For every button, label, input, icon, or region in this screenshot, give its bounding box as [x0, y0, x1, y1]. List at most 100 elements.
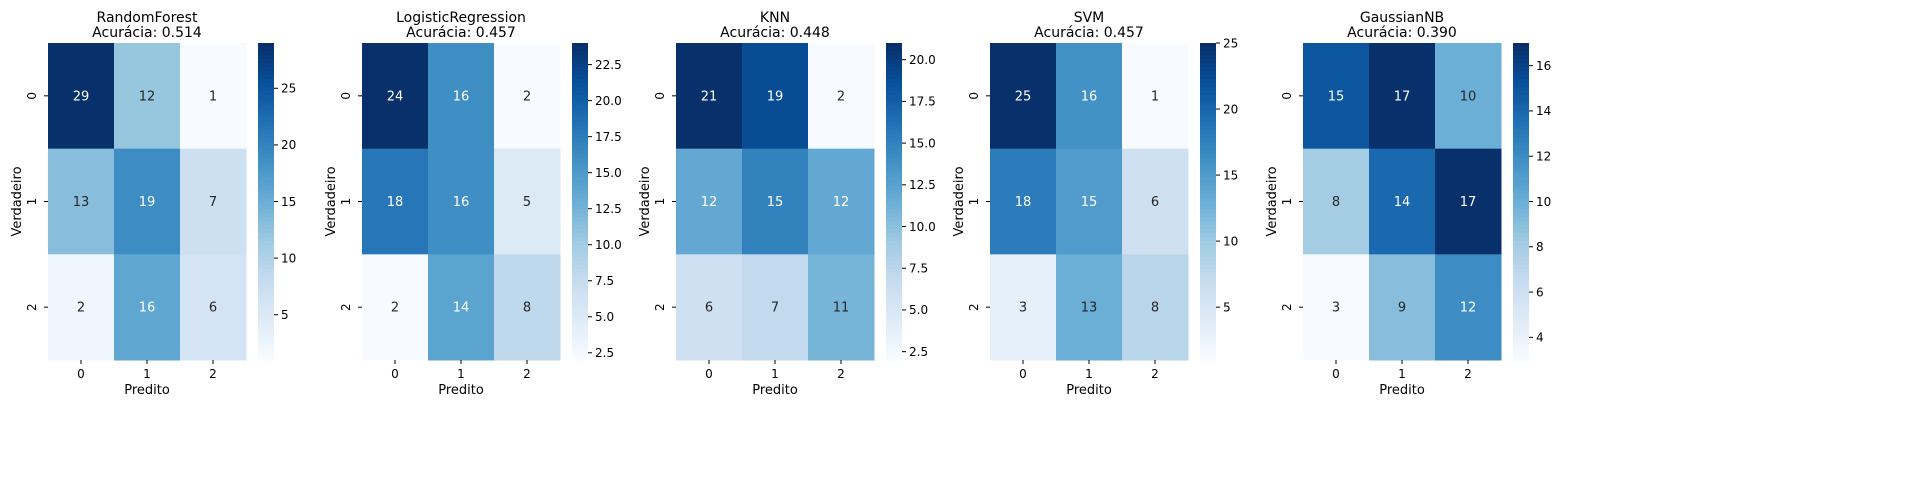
heatmap-title: LogisticRegression: [396, 10, 526, 26]
colorbar-strip: [1200, 332, 1216, 337]
colorbar-strip: [1513, 118, 1529, 123]
colorbar-strip: [886, 106, 902, 111]
colorbar-strip: [572, 126, 588, 131]
colorbar-strip: [258, 340, 274, 345]
heatmap-cell: [742, 148, 809, 255]
colorbar-strip: [258, 256, 274, 262]
colorbar-strip: [1200, 58, 1216, 64]
colorbar-strip: [886, 66, 902, 72]
colorbar-strip: [886, 316, 902, 321]
colorbar-tick-label: 2.5: [909, 345, 928, 359]
cell-value-label: 24: [387, 89, 404, 104]
colorbar: 2.5 5.0 7.5 10.0 12.5 15.0 17.5 20.0: [886, 43, 936, 361]
colorbar-strip: [1200, 189, 1216, 195]
colorbar-strip: [886, 173, 902, 179]
colorbar-strip: [1513, 94, 1529, 100]
colorbar-strip: [1513, 324, 1529, 329]
colorbar-tick-label: 8: [1536, 240, 1544, 254]
colorbar-strip: [572, 102, 588, 107]
cell-value-label: 18: [387, 195, 404, 210]
colorbar-strip: [1513, 130, 1529, 135]
colorbar-strip: [572, 344, 588, 349]
colorbar-strip: [886, 102, 902, 107]
colorbar-strip: [258, 189, 274, 195]
colorbar-strip: [1513, 340, 1529, 345]
colorbar-tick-label: 12.5: [595, 202, 622, 216]
colorbar-strip: [886, 352, 902, 357]
colorbar-strip: [572, 284, 588, 290]
colorbar-strip: [258, 62, 274, 68]
colorbar-strip: [1200, 66, 1216, 72]
heatmap-cell: [1435, 43, 1502, 150]
colorbar-strip: [1200, 249, 1216, 254]
colorbar: 4 6 8 10 12 14 16: [1513, 43, 1551, 361]
colorbar-strip: [1200, 217, 1216, 222]
heatmap-cell: [428, 148, 495, 255]
colorbar-tick-label: 7.5: [909, 262, 928, 276]
colorbar-strip: [572, 324, 588, 329]
y-axis-label: Verdadeiro: [638, 166, 653, 236]
colorbar-strip: [1200, 260, 1216, 266]
x-tick-label: 2: [1464, 367, 1472, 381]
colorbar-tick-label: 20: [1223, 102, 1238, 116]
colorbar-strip: [1200, 50, 1216, 56]
colorbar-strip: [1513, 320, 1529, 325]
colorbar-strip: [258, 153, 274, 159]
colorbar-strip: [572, 217, 588, 222]
colorbar-strip: [886, 292, 902, 298]
colorbar-strip: [572, 90, 588, 96]
cell-value-label: 6: [1151, 195, 1159, 210]
colorbar-strip: [886, 344, 902, 349]
colorbar-strip: [258, 209, 274, 214]
heatmap-cell: [990, 43, 1057, 150]
colorbar-strip: [1200, 320, 1216, 325]
colorbar-strip: [572, 268, 588, 274]
cell-value-label: 12: [139, 89, 156, 104]
heatmap-cell: [362, 148, 429, 255]
colorbar-strip: [572, 213, 588, 218]
colorbar-strip: [1513, 312, 1529, 318]
colorbar-strip: [1513, 237, 1529, 242]
colorbar-strip: [886, 205, 902, 211]
heatmap-cell: [362, 254, 429, 361]
colorbar-strip: [258, 122, 274, 127]
colorbar-strip: [572, 328, 588, 333]
colorbar-strip: [258, 312, 274, 318]
colorbar-strip: [1513, 102, 1529, 107]
cell-value-label: 15: [1328, 89, 1345, 104]
colorbar-tick-label: 6: [1536, 285, 1544, 299]
colorbar-strip: [886, 237, 902, 242]
colorbar-tick-label: 10: [1223, 234, 1238, 248]
colorbar-strip: [886, 268, 902, 274]
colorbar-strip: [1513, 205, 1529, 211]
y-tick-label: 0: [339, 92, 353, 100]
colorbar-strip: [886, 280, 902, 286]
cell-value-label: 7: [209, 195, 217, 210]
colorbar-strip: [1200, 169, 1216, 175]
colorbar-strip: [1513, 181, 1529, 187]
colorbar-strip: [572, 296, 588, 302]
cell-value-label: 8: [523, 301, 531, 316]
cell-value-label: 14: [453, 301, 470, 316]
y-tick-label: 1: [967, 198, 981, 206]
colorbar-strip: [886, 165, 902, 171]
colorbar-strip: [1513, 276, 1529, 282]
colorbar-strip: [1200, 43, 1216, 48]
colorbar-strip: [572, 70, 588, 76]
colorbar-strip: [1513, 193, 1529, 199]
colorbar-strip: [1513, 256, 1529, 262]
colorbar-strip: [886, 233, 902, 238]
heatmap-cell: [808, 148, 875, 255]
colorbar-tick-label: 5: [281, 308, 289, 322]
colorbar-strip: [1513, 308, 1529, 314]
colorbar-strip: [886, 304, 902, 310]
colorbar-strip: [1513, 336, 1529, 341]
colorbar-strip: [572, 110, 588, 115]
colorbar-strip: [258, 98, 274, 104]
colorbar-strip: [1513, 114, 1529, 119]
colorbar-strip: [572, 54, 588, 60]
colorbar-strip: [1513, 233, 1529, 238]
colorbar-strip: [258, 50, 274, 56]
colorbar-strip: [886, 308, 902, 314]
